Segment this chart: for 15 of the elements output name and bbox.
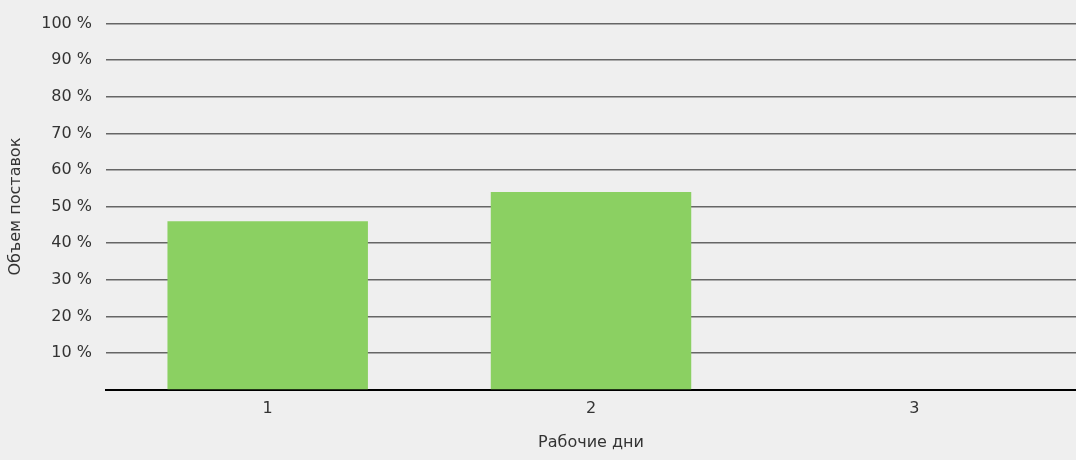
y-tick-label: 30 % bbox=[51, 268, 93, 288]
x-tick-label: 2 bbox=[585, 398, 597, 418]
y-axis-title: Объем поставок bbox=[4, 137, 24, 276]
x-axis-title: Рабочие дни bbox=[538, 431, 644, 451]
y-tick-label: 20 % bbox=[51, 305, 93, 325]
x-tick-label: 3 bbox=[909, 398, 920, 418]
y-tick-label: 40 % bbox=[51, 232, 93, 252]
y-tick-label: 10 % bbox=[51, 342, 93, 362]
y-tick-label: 70 % bbox=[51, 122, 93, 142]
y-tick-label: 90 % bbox=[51, 49, 93, 69]
y-tick-label: 50 % bbox=[51, 195, 93, 215]
x-tick-label: 1 bbox=[262, 398, 273, 418]
y-tick-label: 60 % bbox=[51, 159, 93, 179]
y-tick-label: 100 % bbox=[41, 12, 93, 32]
y-tick-label: 80 % bbox=[51, 85, 93, 105]
